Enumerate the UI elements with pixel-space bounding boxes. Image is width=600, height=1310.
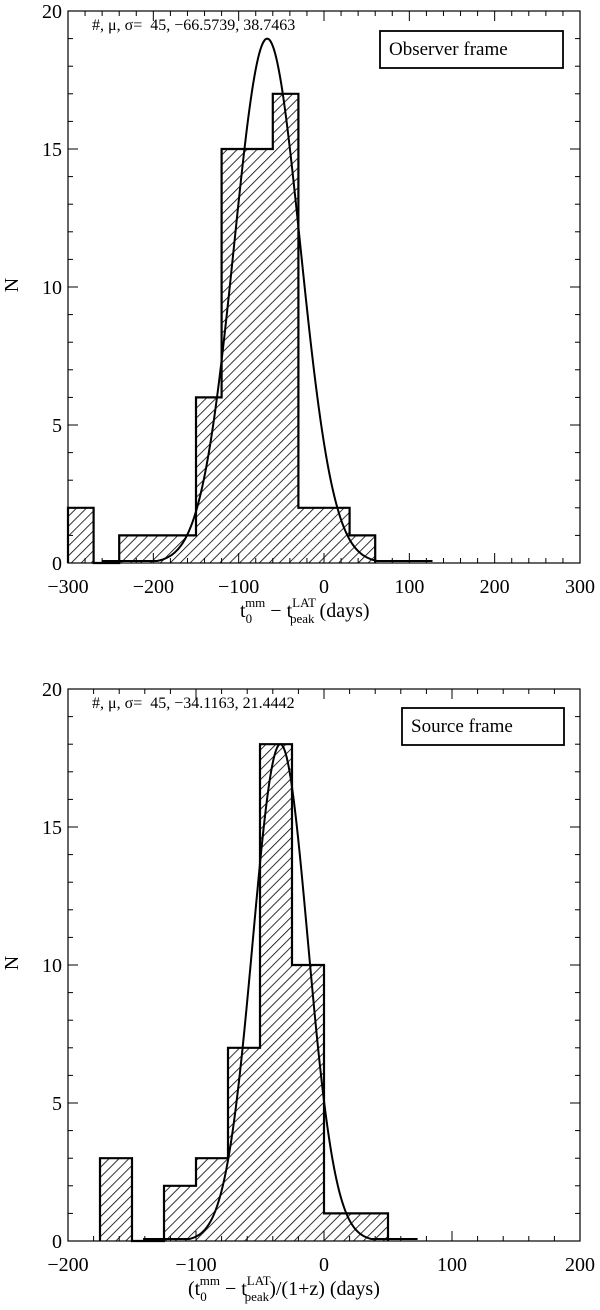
y-axis-label: N [1,956,23,970]
y-tick-label: 15 [42,817,62,839]
x-tick-label: 0 [319,1254,329,1276]
histogram-bar [356,1213,388,1241]
gaussian-fit-curve [143,743,418,1240]
histogram-bar [221,149,248,563]
histogram-bar [100,1158,132,1241]
x-tick-label: −100 [175,1254,216,1276]
x-tick-label: 100 [437,1254,467,1276]
axis-ticks [67,688,581,1242]
x-tick-labels: −300 −200 −100 0 100 200 300 [47,576,595,598]
histogram-bar [324,507,350,563]
histogram-bar [196,397,222,563]
histogram-bar [247,149,273,563]
y-tick-labels: 0 5 10 15 20 [42,1,62,575]
histogram-bar [196,1158,228,1241]
y-tick-label: 10 [42,955,62,977]
x-tick-label: 300 [565,576,595,598]
histogram-bar [228,1047,260,1241]
x-tick-labels: −200 −100 0 100 200 [47,1254,595,1276]
y-tick-label: 10 [42,277,62,299]
y-axis-label: N [1,278,23,292]
histogram-bars [100,744,388,1241]
y-tick-labels: 0 5 10 15 20 [42,679,62,1253]
panel-observer: −300 −200 −100 0 100 200 300 0 5 10 15 20 #, μ, σ=… [1,1,595,626]
y-tick-label: 0 [52,553,62,575]
histogram-bar [324,1213,356,1241]
stats-text: #, μ, σ= 45, −66.5739, 38.7463 [92,17,295,34]
legend-box [379,30,564,69]
plot-frame [67,10,581,564]
histogram-bar [119,535,145,563]
x-tick-label: 200 [480,576,510,598]
y-tick-label: 5 [52,1093,62,1115]
histogram-bars [68,93,376,564]
y-tick-label: 15 [42,139,62,161]
gaussian-fit-curve [101,37,433,562]
x-tick-label: −200 [47,1254,88,1276]
axis-ticks [67,10,581,564]
y-tick-label: 5 [52,415,62,437]
legend-box [401,707,565,746]
histogram-bar [260,744,292,1241]
histogram-bar [170,535,196,563]
legend-label: Observer frame [389,39,508,60]
panel-source: −200 −100 0 100 200 0 5 10 15 20 #, μ, σ= 45, −34… [1,679,595,1304]
histogram-bar [164,1185,196,1241]
x-tick-label: 0 [319,576,329,598]
y-tick-label: 20 [42,1,62,23]
x-tick-label: −300 [47,576,88,598]
legend-label: Source frame [411,716,513,737]
y-tick-label: 0 [52,1231,62,1253]
histogram-bar [292,965,324,1241]
x-tick-label: −200 [133,576,174,598]
x-axis-label: t0mm − tLAT peak (days) [240,595,370,626]
x-tick-label: 200 [565,1254,595,1276]
y-tick-label: 20 [42,679,62,701]
x-tick-label: 100 [394,576,424,598]
histogram-bar [298,507,324,563]
x-axis-label: (t0mm − tLAT peak)/(1+z) (days) [188,1273,380,1304]
x-tick-label: −100 [218,576,259,598]
stats-text: #, μ, σ= 45, −34.1163, 21.4442 [92,695,295,712]
histogram-bar [272,93,299,564]
